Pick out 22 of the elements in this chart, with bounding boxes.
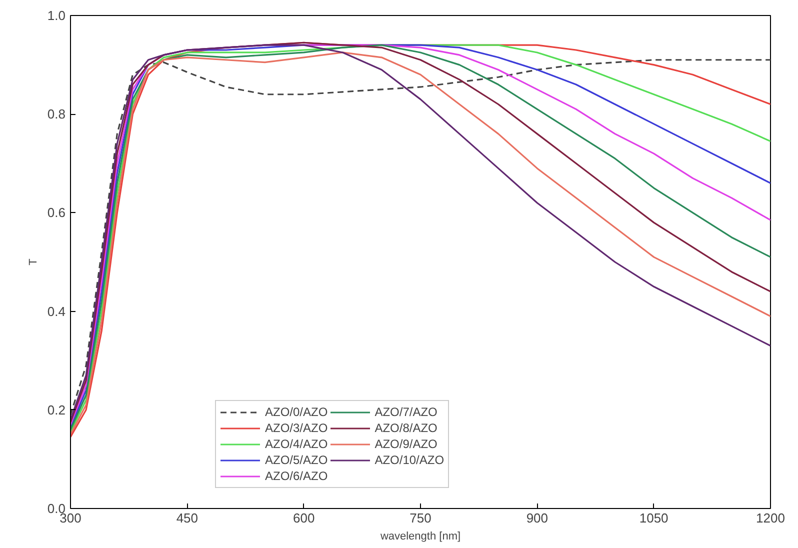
x-axis-title: wavelength [nm] (379, 530, 461, 542)
legend-label: AZO/8/AZO (374, 421, 438, 435)
y-tick-label: 0.2 (47, 402, 66, 418)
x-tick-label: 750 (410, 510, 432, 526)
legend-label: AZO/5/AZO (265, 453, 328, 467)
legend-label: AZO/7/AZO (374, 405, 438, 419)
legend-label: AZO/6/AZO (265, 469, 328, 483)
y-tick-label: 0.8 (47, 106, 66, 122)
y-tick-label: 0.6 (47, 205, 66, 220)
x-tick-label: 600 (292, 510, 315, 526)
y-axis-title: T (27, 258, 40, 266)
legend-label: AZO/9/AZO (374, 437, 438, 451)
y-tick-label: 0.4 (47, 304, 66, 319)
x-tick-label: 900 (526, 510, 548, 526)
legend-label: AZO/3/AZO (265, 421, 328, 435)
x-tick-label: 450 (176, 510, 198, 526)
legend-label: AZO/0/AZO (265, 405, 328, 419)
x-tick-label: 1200 (756, 510, 785, 526)
legend-label: AZO/4/AZO (265, 437, 328, 451)
y-tick-label: 1.0 (47, 8, 66, 23)
legend-label: AZO/10/AZO (374, 453, 444, 467)
x-tick-label: 1050 (639, 510, 668, 526)
